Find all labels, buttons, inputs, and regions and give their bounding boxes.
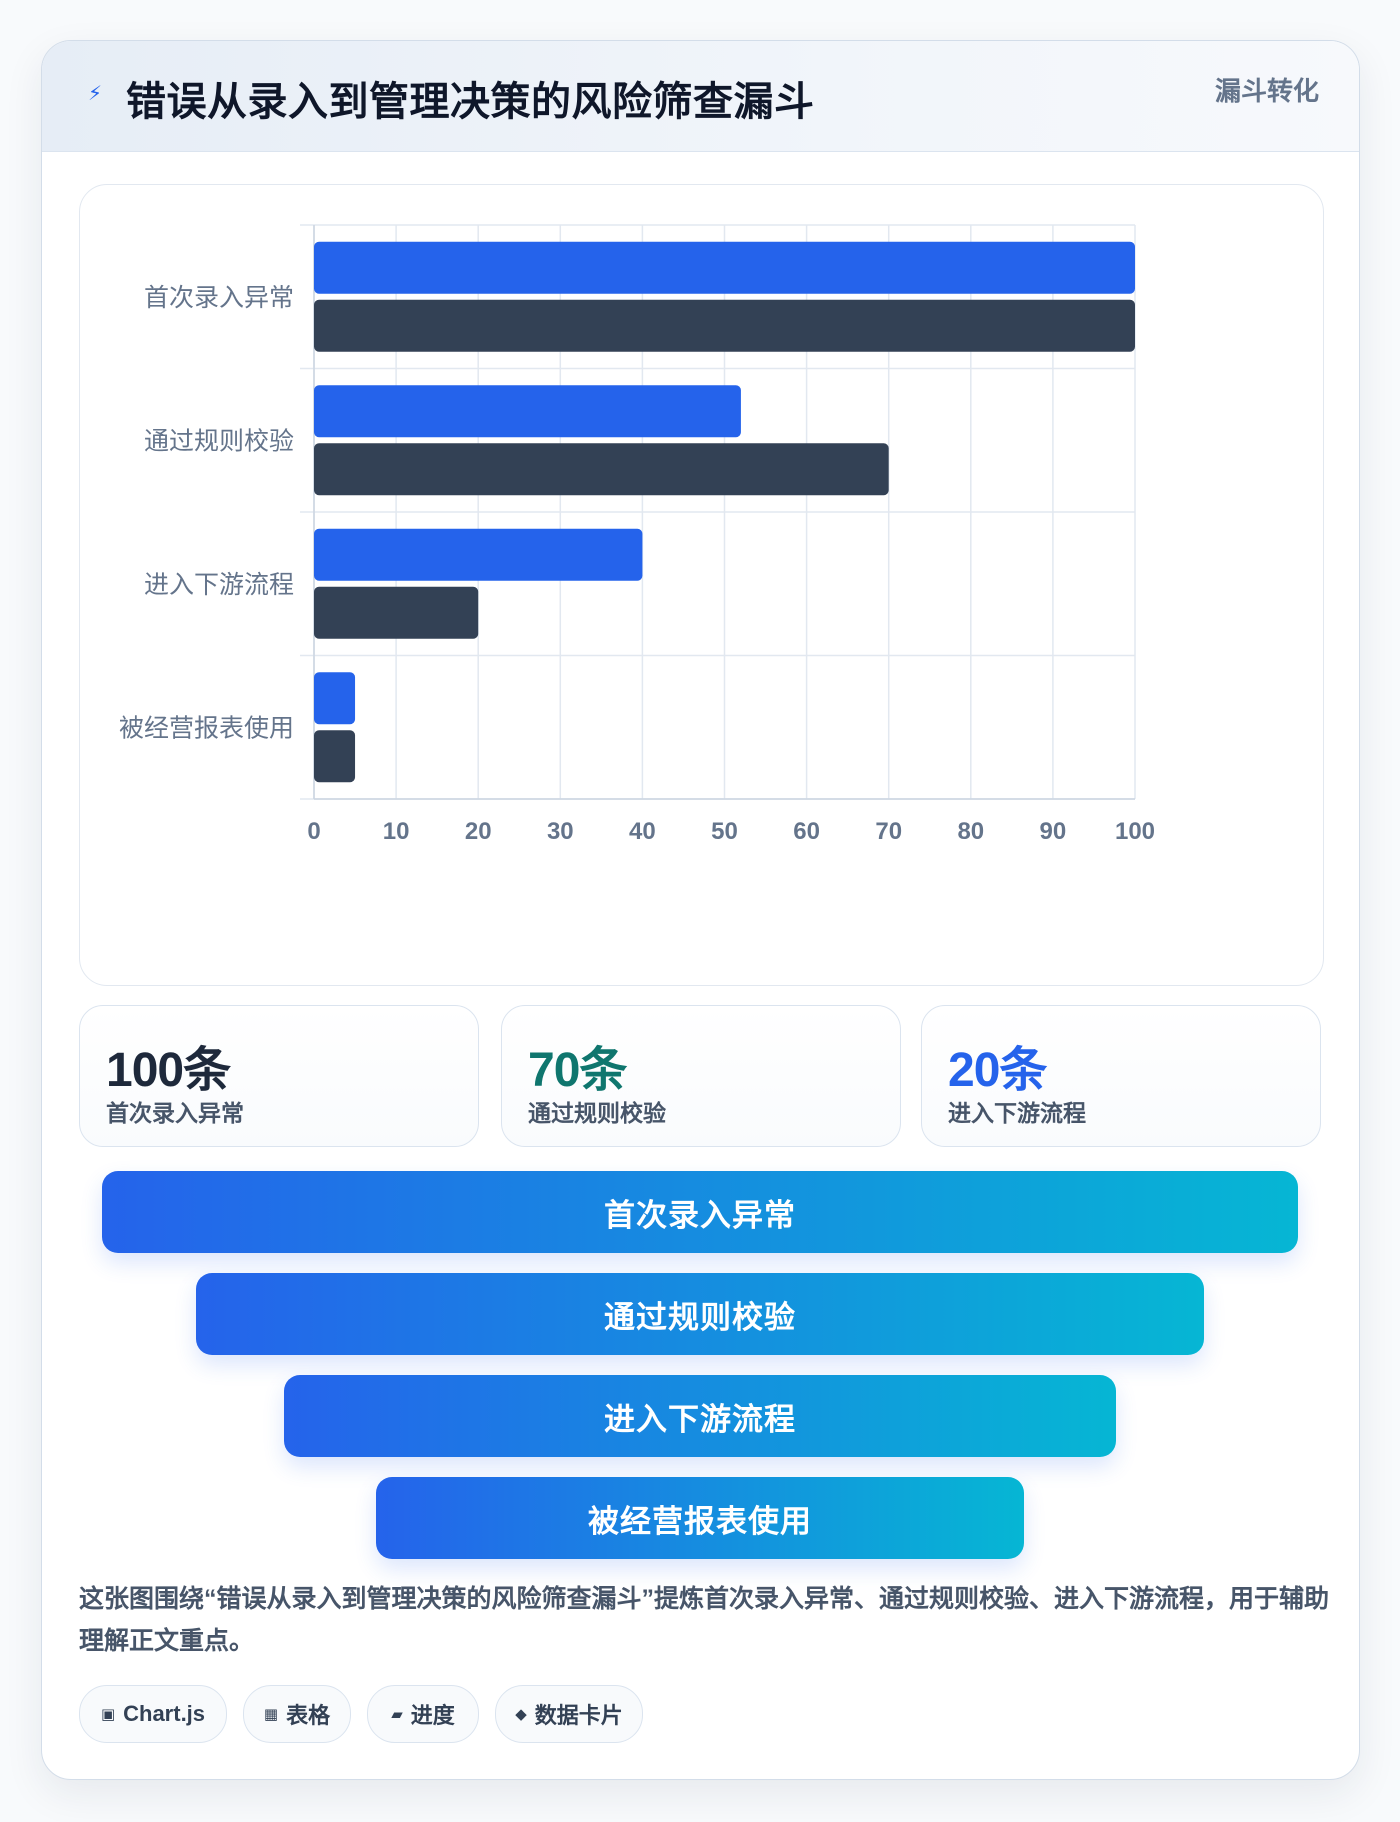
chart-description: 这张图围绕“错误从录入到管理决策的风险筛查漏斗”提炼首次录入异常、通过规则校验、… <box>79 1585 1330 1655</box>
tag-label: 表格 <box>286 1703 331 1728</box>
bar <box>314 385 741 438</box>
funnel-step-3: 进入下游流程 <box>284 1375 1116 1457</box>
lightning-bolt-icon: ⚡︎ <box>87 83 103 105</box>
category-label: 被经营报表使用 <box>119 713 294 742</box>
category-label: 进入下游流程 <box>144 570 294 599</box>
category-label: 通过规则校验 <box>144 426 294 455</box>
stat-value: 20条 <box>948 1044 1047 1097</box>
bar-chart: 0 10 20 30 40 50 60 70 80 90 100 首次录入异常通过规则校验进入下游流程… <box>119 224 1155 845</box>
bar <box>314 730 356 783</box>
x-tick-label: 50 <box>711 818 738 845</box>
stat-label: 通过规则校验 <box>528 1100 666 1126</box>
chart-icon: ▣ <box>100 1706 116 1723</box>
category-label: 首次录入异常 <box>144 283 294 312</box>
tag-progress[interactable]: ▰ 进度 <box>367 1685 479 1743</box>
funnel-step-1: 首次录入异常 <box>102 1171 1298 1253</box>
tag-label: 数据卡片 <box>534 1703 623 1728</box>
tag-data-card[interactable]: ◆ 数据卡片 <box>495 1685 643 1743</box>
table-icon: ▦ <box>263 1706 279 1723</box>
bar <box>314 241 1135 294</box>
stat-card-2: 70条 通过规则校验 <box>501 1005 901 1147</box>
bar-chart-panel: 0 10 20 30 40 50 60 70 80 90 100 首次录入异常 通过规则校验 进入下游流程… <box>79 184 1324 986</box>
x-tick-label: 0 <box>307 818 320 845</box>
funnel-step-2: 通过规则校验 <box>196 1273 1204 1355</box>
stat-value: 100条 <box>106 1044 231 1097</box>
tag-table[interactable]: ▦ 表格 <box>243 1685 351 1743</box>
card-header: ⚡︎ 错误从录入到管理决策的风险筛查漏斗 漏斗转化 <box>42 41 1359 152</box>
bar <box>314 443 889 496</box>
x-tick-label: 90 <box>1040 818 1067 845</box>
x-tick-label: 30 <box>547 818 574 845</box>
x-tick-label: 80 <box>957 818 984 845</box>
stat-card-3: 20条 进入下游流程 <box>921 1005 1321 1147</box>
chart-card: ⚡︎ 错误从录入到管理决策的风险筛查漏斗 漏斗转化 0 10 20 30 40 50 60 7… <box>41 40 1360 1780</box>
stat-label: 首次录入异常 <box>106 1100 244 1126</box>
stat-value: 70条 <box>528 1044 627 1097</box>
x-tick-label: 100 <box>1115 818 1155 845</box>
x-tick-label: 10 <box>383 818 410 845</box>
funnel-step-4: 被经营报表使用 <box>376 1477 1024 1559</box>
stat-card-1: 100条 首次录入异常 <box>79 1005 479 1147</box>
bar <box>314 299 1135 352</box>
diamond-icon: ◆ <box>515 1706 527 1723</box>
bar <box>314 528 643 581</box>
chart-type-label: 漏斗转化 <box>1214 76 1319 106</box>
bar <box>314 586 479 639</box>
tag-label: 进度 <box>410 1703 455 1728</box>
stat-label: 进入下游流程 <box>948 1100 1086 1126</box>
x-tick-label: 40 <box>629 818 656 845</box>
x-tick-label: 20 <box>465 818 492 845</box>
x-tick-label: 60 <box>793 818 820 845</box>
x-tick-label: 70 <box>875 818 902 845</box>
card-title: 错误从录入到管理决策的风险筛查漏斗 <box>126 80 815 124</box>
tag-chartjs[interactable]: ▣ Chart.js <box>79 1685 227 1743</box>
tag-label: Chart.js <box>123 1701 206 1726</box>
bar <box>314 672 356 725</box>
progress-icon: ▰ <box>391 1706 403 1723</box>
